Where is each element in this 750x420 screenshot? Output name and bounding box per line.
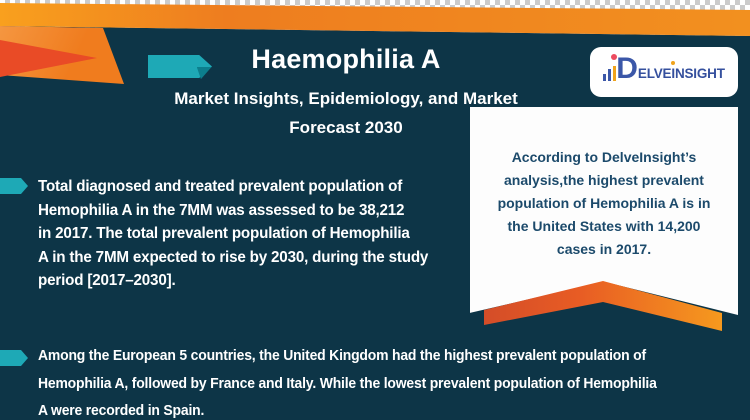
bullet-arrow-icon [0, 350, 28, 366]
logo-pink-dot [611, 54, 618, 60]
logo-part2: NSIGHT [674, 66, 725, 81]
logo-bar-medium [608, 69, 612, 81]
bullet-1-text: Total diagnosed and treated prevalent po… [38, 178, 429, 289]
callout-ribbon: According to DelveInsight’s analysis,the … [470, 107, 738, 315]
logo-letter-d: D [616, 52, 638, 85]
title-arrow-icon [148, 55, 212, 80]
bullet-arrow-icon [0, 178, 28, 194]
logo-wordmark: ELVEINSIGHT [638, 66, 725, 81]
arrow-body [148, 55, 212, 78]
logo-dotted-i: I [671, 66, 675, 81]
logo-lockup: D ELVEINSIGHT [603, 54, 725, 90]
logo-part1: ELVE [637, 66, 672, 81]
page-subtitle: Market Insights, Epidemiology, and Marke… [174, 89, 518, 137]
bullet-2-text: Among the European 5 countries, the Unit… [38, 347, 657, 419]
callout-text: According to DelveInsight’s analysis,the … [497, 149, 711, 257]
page-title: Haemophilia A [251, 44, 441, 74]
logo-barchart-icon [603, 54, 618, 81]
logo-bar-small [603, 74, 607, 81]
delveinsight-logo: D ELVEINSIGHT [590, 47, 738, 97]
logo-bar-orange [613, 66, 617, 81]
